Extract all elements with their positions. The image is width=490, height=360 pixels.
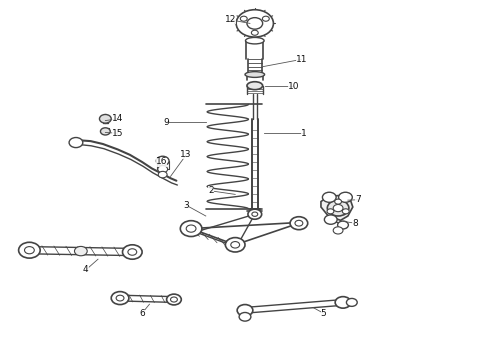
Circle shape bbox=[290, 217, 308, 230]
Circle shape bbox=[327, 209, 334, 214]
Circle shape bbox=[100, 128, 110, 135]
Circle shape bbox=[171, 297, 177, 302]
Circle shape bbox=[335, 199, 342, 204]
Circle shape bbox=[252, 212, 258, 216]
Text: 7: 7 bbox=[355, 195, 361, 204]
Circle shape bbox=[240, 16, 247, 21]
Text: 12: 12 bbox=[224, 15, 236, 24]
Circle shape bbox=[186, 225, 196, 232]
Circle shape bbox=[74, 246, 87, 256]
Circle shape bbox=[327, 200, 349, 216]
Circle shape bbox=[343, 209, 349, 214]
Circle shape bbox=[19, 242, 40, 258]
Circle shape bbox=[248, 209, 262, 219]
Circle shape bbox=[167, 294, 181, 305]
Text: 15: 15 bbox=[112, 129, 123, 138]
Circle shape bbox=[180, 221, 202, 237]
Text: 6: 6 bbox=[139, 309, 145, 318]
Text: 14: 14 bbox=[112, 114, 123, 123]
Circle shape bbox=[263, 16, 270, 21]
Text: 2: 2 bbox=[208, 186, 214, 195]
Circle shape bbox=[158, 171, 167, 178]
Circle shape bbox=[237, 305, 253, 316]
Circle shape bbox=[295, 220, 303, 226]
Text: 1: 1 bbox=[301, 129, 307, 138]
Circle shape bbox=[333, 227, 343, 234]
Circle shape bbox=[333, 204, 343, 212]
Circle shape bbox=[338, 221, 348, 229]
Circle shape bbox=[156, 156, 169, 166]
Circle shape bbox=[236, 10, 273, 37]
Circle shape bbox=[322, 192, 336, 202]
Circle shape bbox=[324, 215, 337, 224]
Circle shape bbox=[346, 298, 357, 306]
Circle shape bbox=[128, 249, 137, 255]
Text: 16: 16 bbox=[156, 158, 168, 166]
Circle shape bbox=[69, 138, 83, 148]
Ellipse shape bbox=[245, 37, 264, 44]
Text: 3: 3 bbox=[183, 201, 189, 210]
Circle shape bbox=[122, 245, 142, 259]
Circle shape bbox=[24, 247, 34, 254]
Circle shape bbox=[225, 238, 245, 252]
Circle shape bbox=[335, 297, 351, 308]
Circle shape bbox=[247, 18, 263, 29]
Text: 5: 5 bbox=[320, 309, 326, 318]
Ellipse shape bbox=[245, 72, 265, 77]
Text: 8: 8 bbox=[352, 219, 358, 228]
Text: 11: 11 bbox=[295, 55, 307, 64]
Circle shape bbox=[251, 30, 258, 35]
Text: 4: 4 bbox=[83, 266, 89, 274]
Text: 10: 10 bbox=[288, 82, 300, 91]
Circle shape bbox=[239, 312, 251, 321]
Polygon shape bbox=[321, 195, 353, 220]
Circle shape bbox=[111, 292, 129, 305]
Text: 9: 9 bbox=[164, 118, 170, 127]
Circle shape bbox=[339, 192, 352, 202]
Text: 13: 13 bbox=[180, 150, 192, 159]
Circle shape bbox=[231, 242, 240, 248]
Circle shape bbox=[158, 166, 168, 173]
Circle shape bbox=[116, 295, 124, 301]
Circle shape bbox=[99, 114, 111, 123]
Ellipse shape bbox=[247, 82, 263, 90]
